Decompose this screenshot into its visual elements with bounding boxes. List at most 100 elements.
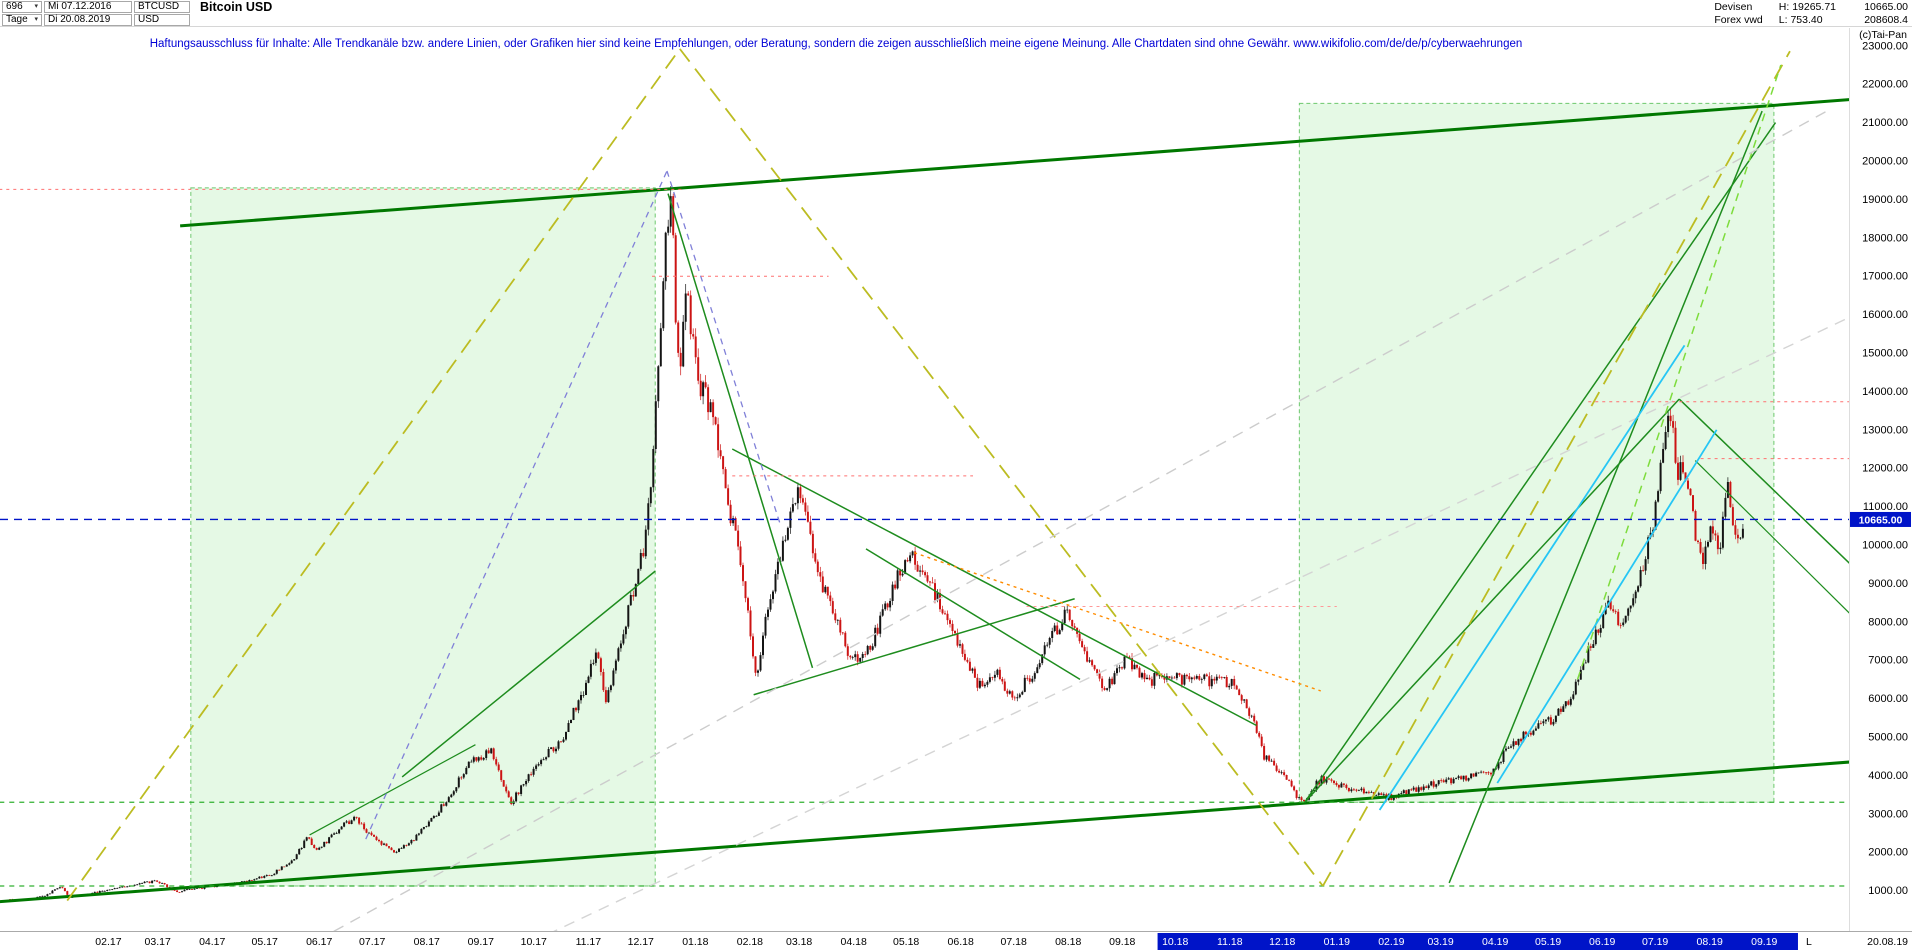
time-axis-label: 03.19 [1427,936,1453,948]
time-axis-label: 05.17 [252,936,278,948]
time-axis-label: 10.18 [1162,936,1188,948]
currency-value: USD [138,14,160,25]
time-axis-label: 04.18 [841,936,867,948]
quote-info: Devisen Forex vwd H: 19265.71 L: 753.40 … [1714,1,1908,26]
trend-line-fan-2019-b [1304,122,1777,803]
start-date-box[interactable]: Mi 07.12.2016 [44,1,132,13]
time-axis-label: 07.17 [359,936,385,948]
trend-line-downtrend-2018 [731,448,1257,727]
market-label: Devisen [1714,1,1753,13]
trend-line-fan-2019-a [1304,398,1680,803]
chart-title: Bitcoin USD [200,0,273,14]
trend-line-cyan-2019-b [1496,429,1718,784]
period-dropdown[interactable]: Tage ▾ [2,14,42,26]
trend-line-rally-2017-minor [309,744,476,836]
region-rally-2017 [190,187,656,887]
time-axis-label: 05.19 [1535,936,1561,948]
trend-line-pennant-lower-2018 [753,598,1075,696]
price-axis-label: 18000.00 [1862,232,1908,244]
price-axis-label: 8000.00 [1868,616,1908,628]
trend-line-channel-2019-down-b [1694,460,1849,614]
copyright-label: (c)Tai-Pan [1859,29,1907,41]
dropdown-arrow-icon: ▾ [34,16,38,23]
high-label: H: 19265.71 [1778,1,1836,13]
trend-line-pennant-upper-2018 [865,548,1081,681]
last-price-value: 10665.00 [1864,1,1908,13]
time-axis-label: 06.19 [1589,936,1615,948]
currency-box: USD [134,14,190,26]
time-axis-label: 02.18 [737,936,763,948]
time-axis-label: 08.18 [1055,936,1081,948]
trend-line-cyan-2019-a [1378,344,1686,811]
trend-line-longterm-gray-a [332,109,1830,931]
trend-line-peak-breakdown [667,193,814,669]
price-axis-label: 12000.00 [1862,463,1908,475]
current-price-tag-label: 10665.00 [1859,514,1903,526]
instrument-controls: 696 ▾ Mi 07.12.2016 BTCUSD Bitcoin USD T… [2,1,272,26]
time-axis-label: 03.18 [786,936,812,948]
start-date-value: Mi 07.12.2016 [48,1,112,12]
time-axis-highlight [1157,933,1798,950]
time-axis-label: 12.18 [1269,936,1295,948]
price-axis-label: 4000.00 [1868,770,1908,782]
time-axis-label: 11.17 [576,936,602,948]
price-axis-label: 10000.00 [1862,540,1908,552]
time-axis-label: 07.18 [1001,936,1027,948]
symbol-box[interactable]: BTCUSD [134,1,190,13]
trend-line-orange-downtrend-2018 [913,552,1321,692]
trend-line-rally-2017-support [401,570,656,778]
low-label: L: 753.40 [1778,14,1823,26]
price-axis-label: 16000.00 [1862,309,1908,321]
plot-area [0,48,1849,931]
feed-label: Forex vwd [1714,14,1763,26]
end-date-box[interactable]: Di 20.08.2019 [44,14,132,26]
bars-count-dropdown[interactable]: 696 ▾ [2,1,42,13]
price-axis-label: 9000.00 [1868,578,1908,590]
trend-line-violet-decline-2018 [666,170,781,524]
price-axis-label: 5000.00 [1868,732,1908,744]
trend-line-growth-zigzag-2019-up [1322,50,1791,887]
price-axis-label: 20000.00 [1862,156,1908,168]
time-axis-label: 07.19 [1642,936,1668,948]
time-axis-label: 09.18 [1109,936,1135,948]
time-axis-label: 01.19 [1324,936,1350,948]
chart-header: 696 ▾ Mi 07.12.2016 BTCUSD Bitcoin USD T… [0,0,1912,27]
time-axis-label: 02.19 [1378,936,1404,948]
price-axis-label: 19000.00 [1862,194,1908,206]
time-axis-label: 09.19 [1751,936,1777,948]
time-axis-label: 12.17 [628,936,654,948]
price-axis-label: 21000.00 [1862,117,1908,129]
trend-line-parabolic-2017-violet [365,170,668,840]
price-axis-label: 22000.00 [1862,79,1908,91]
axes: 23000.00 22000.00 21000.00 20000.00 19000.00… [0,28,1912,950]
time-axis-label: 08.17 [414,936,440,948]
time-axis-label: 03.17 [145,936,171,948]
disclaimer-text: Haftungsausschluss für Inhalte: Alle Tre… [149,38,1523,50]
time-axis-label: 06.17 [306,936,332,948]
trend-line-fan-2019-steep [1448,110,1763,884]
time-axis-label: 05.18 [893,936,919,948]
trend-line-lime-dashed-2019 [1576,64,1782,680]
price-axis-label: 1000.00 [1868,885,1908,897]
time-axis-label: 09.17 [468,936,494,948]
time-axis-label: 10.17 [521,936,547,948]
price-axis-label: 6000.00 [1868,693,1908,705]
time-axis-label: 01.18 [682,936,708,948]
price-axis-label: 15000.00 [1862,348,1908,360]
time-axis-label: 11.18 [1217,936,1243,948]
price-axis-label: 3000.00 [1868,808,1908,820]
trend-line-major-resistance [180,98,1849,228]
price-axis-label: 2000.00 [1868,847,1908,859]
symbol-value: BTCUSD [138,1,180,12]
time-axis-label: 06.18 [948,936,974,948]
time-axis-label: 04.19 [1482,936,1508,948]
trend-line-growth-zigzag-2018-down [679,48,1324,887]
current-price-tag [1850,511,1911,527]
time-axis-label: 08.19 [1697,936,1723,948]
price-axis-label: 7000.00 [1868,655,1908,667]
last-bar-marker: L [1806,936,1812,948]
time-axis-label: 02.17 [95,936,121,948]
bars-count-value: 696 [6,1,23,12]
